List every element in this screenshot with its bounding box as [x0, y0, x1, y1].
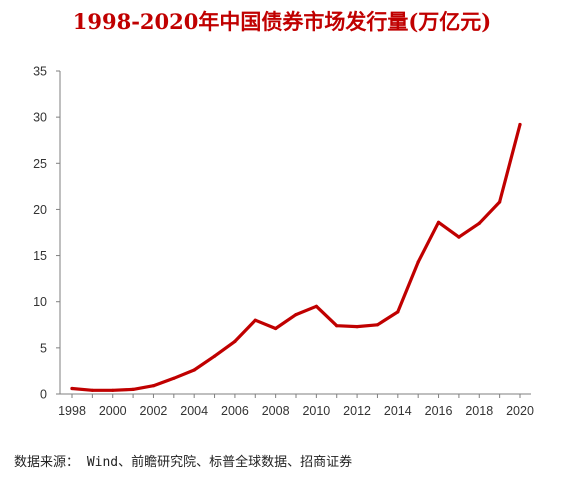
x-tick-label: 2014 [384, 404, 412, 418]
data-point [212, 354, 217, 358]
x-tick-label: 1998 [58, 404, 86, 418]
data-point [274, 326, 278, 331]
y-tick-label: 30 [33, 111, 47, 125]
y-tick-label: 0 [40, 388, 47, 402]
data-point [233, 339, 237, 343]
x-tick-label: 2008 [262, 404, 290, 418]
data-point [396, 310, 400, 314]
data-point [416, 260, 420, 264]
data-point [172, 376, 176, 380]
chart-axes [59, 71, 531, 395]
x-tick-label: 2010 [302, 404, 330, 418]
x-tick-label: 2006 [221, 404, 249, 418]
x-tick-label: 2012 [343, 404, 371, 418]
source-note: 数据来源： Wind、前瞻研究院、标普全球数据、招商证券 [14, 455, 353, 470]
chart-title: 1998-2020年中国债券市场发行量(万亿元) [72, 9, 492, 34]
data-point [436, 220, 441, 224]
x-tick-label: 2020 [506, 404, 534, 418]
data-point [335, 324, 339, 328]
y-tick-label: 5 [40, 341, 47, 355]
data-point [90, 388, 94, 392]
x-axis-ticks: 1998 2000 2002 2004 2006 2008 2010 2012 2014 2016… [58, 394, 534, 418]
x-tick-label: 2018 [465, 404, 493, 418]
data-point [314, 304, 318, 308]
x-tick-label: 2000 [99, 404, 127, 418]
y-tick-label: 25 [33, 157, 47, 171]
y-tick-label: 35 [33, 65, 47, 79]
data-point [192, 368, 196, 372]
data-point [70, 386, 74, 391]
data-point [151, 384, 156, 388]
data-point [477, 221, 481, 225]
series-line [70, 122, 522, 392]
x-tick-label: 2016 [425, 404, 453, 418]
data-point [111, 388, 115, 392]
data-point [253, 318, 257, 322]
data-point [294, 313, 298, 317]
data-point [131, 387, 135, 391]
data-point [355, 325, 359, 329]
x-tick-label: 2004 [180, 404, 208, 418]
data-point [518, 122, 522, 127]
y-tick-label: 15 [33, 249, 47, 263]
y-axis-ticks: 0 5 10 15 20 25 30 35 [33, 65, 60, 402]
data-point [457, 235, 461, 239]
chart-series [70, 122, 522, 392]
data-point [498, 200, 502, 204]
data-point [375, 323, 380, 327]
y-tick-label: 20 [33, 203, 47, 217]
x-tick-label: 2002 [140, 404, 168, 418]
y-tick-label: 10 [33, 295, 47, 309]
